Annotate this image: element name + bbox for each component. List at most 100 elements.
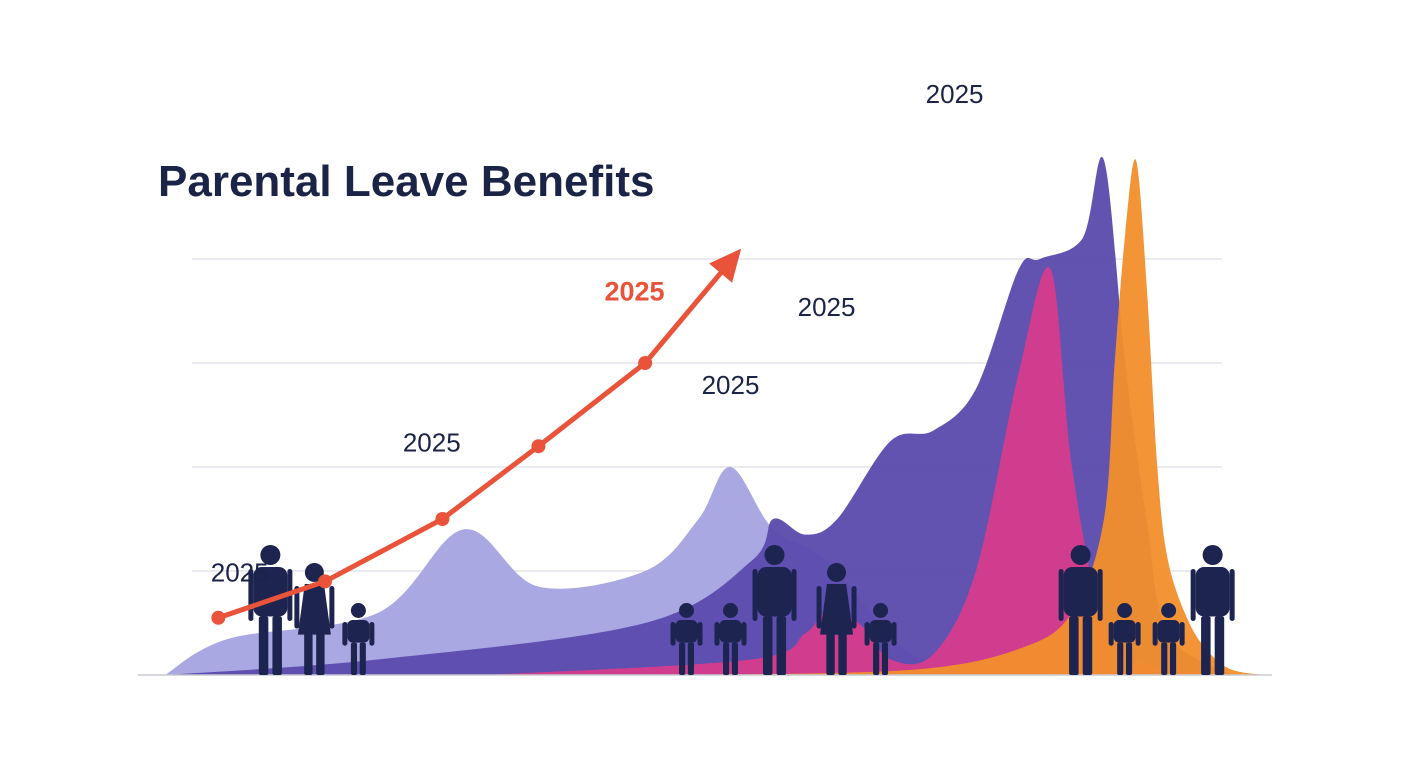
- person-leg-right: [1169, 642, 1177, 675]
- person-silhouette-7: [816, 563, 857, 675]
- person-leg-left: [679, 642, 686, 675]
- person-leg-left: [258, 616, 269, 675]
- person-head: [1161, 603, 1177, 618]
- person-arm-right: [369, 622, 375, 646]
- person-arm-left: [864, 622, 870, 646]
- person-leg-right: [359, 642, 366, 675]
- person-leg-right: [1082, 616, 1093, 675]
- person-silhouette-12: [1190, 545, 1235, 675]
- person-leg-right: [316, 624, 325, 675]
- person-arm-right: [741, 622, 747, 646]
- trend-line-path: [215, 256, 735, 621]
- person-leg-right: [272, 616, 282, 675]
- trend-arrowhead: [709, 248, 742, 283]
- person-head: [1117, 603, 1133, 618]
- person-head: [350, 603, 366, 618]
- person-leg-right: [731, 642, 738, 675]
- family-group-3: [816, 563, 897, 675]
- person-silhouette-6: [752, 545, 797, 675]
- person-leg-left: [350, 642, 358, 675]
- person-leg-left: [1069, 616, 1079, 675]
- person-leg-left: [1161, 642, 1168, 675]
- year-label-6: 2025: [926, 79, 984, 109]
- person-arm-right: [1097, 569, 1103, 621]
- person-leg-right: [687, 642, 694, 675]
- person-head: [827, 563, 847, 582]
- area-orange-wave: [698, 159, 1265, 676]
- person-leg-right: [838, 624, 847, 675]
- person-silhouette-10: [1108, 603, 1141, 675]
- person-silhouette-8: [864, 603, 897, 675]
- person-leg-right: [881, 642, 889, 675]
- person-arm-left: [1108, 622, 1114, 646]
- person-arm-right: [697, 622, 703, 646]
- year-label-2: 2025: [403, 427, 461, 457]
- person-torso: [1063, 567, 1098, 617]
- trend-point-1: [211, 610, 226, 625]
- year-label-1: 2025: [211, 557, 269, 587]
- year-label-4: 2025: [702, 370, 760, 400]
- person-arm-right: [791, 569, 797, 621]
- person-arm-left: [752, 569, 758, 621]
- person-arm-left: [1058, 569, 1064, 621]
- person-arm-right: [1135, 622, 1141, 646]
- person-arm-right: [329, 586, 335, 629]
- person-head: [764, 545, 785, 565]
- person-torso: [1195, 567, 1230, 617]
- person-leg-right: [1125, 642, 1133, 675]
- family-group-4: [1058, 545, 1235, 675]
- area-indigo-wave: [165, 156, 1232, 676]
- person-torso: [719, 620, 742, 643]
- person-silhouette-9: [1058, 545, 1103, 675]
- person-head: [260, 545, 281, 565]
- person-arm-left: [342, 622, 348, 646]
- person-head: [1202, 545, 1223, 565]
- person-silhouette-3: [342, 603, 375, 675]
- person-dress: [297, 584, 331, 635]
- trend-point-5: [638, 356, 653, 370]
- person-torso: [1113, 620, 1136, 643]
- person-silhouette-11: [1152, 603, 1185, 675]
- person-arm-right: [851, 586, 857, 629]
- person-torso: [347, 620, 370, 643]
- person-silhouette-4: [670, 603, 703, 675]
- chart-title: Parental Leave Benefits: [158, 157, 654, 206]
- person-arm-left: [816, 586, 822, 629]
- person-leg-left: [1117, 642, 1124, 675]
- person-head: [873, 603, 889, 618]
- person-head: [1070, 545, 1091, 565]
- person-leg-left: [723, 642, 730, 675]
- trend-point-2: [318, 574, 333, 589]
- person-dress: [820, 584, 854, 635]
- person-torso: [675, 620, 698, 643]
- person-head: [723, 603, 739, 618]
- person-leg-left: [304, 624, 313, 675]
- year-labels: 2025202520252025202520252025: [211, 79, 984, 587]
- person-arm-left: [670, 622, 676, 646]
- person-arm-left: [294, 586, 300, 629]
- trend-point-3: [435, 512, 450, 526]
- person-leg-left: [826, 624, 835, 675]
- person-arm-right: [1229, 569, 1235, 621]
- person-silhouette-5: [714, 603, 747, 675]
- area-magenta-wave: [485, 267, 1233, 675]
- person-arm-left: [714, 622, 720, 646]
- trend-point-4: [531, 439, 546, 454]
- person-leg-left: [762, 616, 773, 675]
- person-leg-left: [1201, 616, 1211, 675]
- person-arm-right: [891, 622, 897, 646]
- person-arm-left: [1152, 622, 1158, 646]
- person-torso: [869, 620, 892, 643]
- person-leg-right: [1214, 616, 1225, 675]
- person-arm-left: [1190, 569, 1196, 621]
- trend-line: [211, 248, 742, 625]
- person-torso: [757, 567, 792, 617]
- person-leg-right: [776, 616, 787, 675]
- family-silhouettes: [248, 545, 1235, 675]
- person-head: [304, 563, 324, 582]
- family-group-2: [670, 545, 797, 675]
- person-silhouette-2: [294, 563, 335, 675]
- year-label-5: 2025: [798, 292, 856, 322]
- person-arm-right: [1179, 622, 1185, 646]
